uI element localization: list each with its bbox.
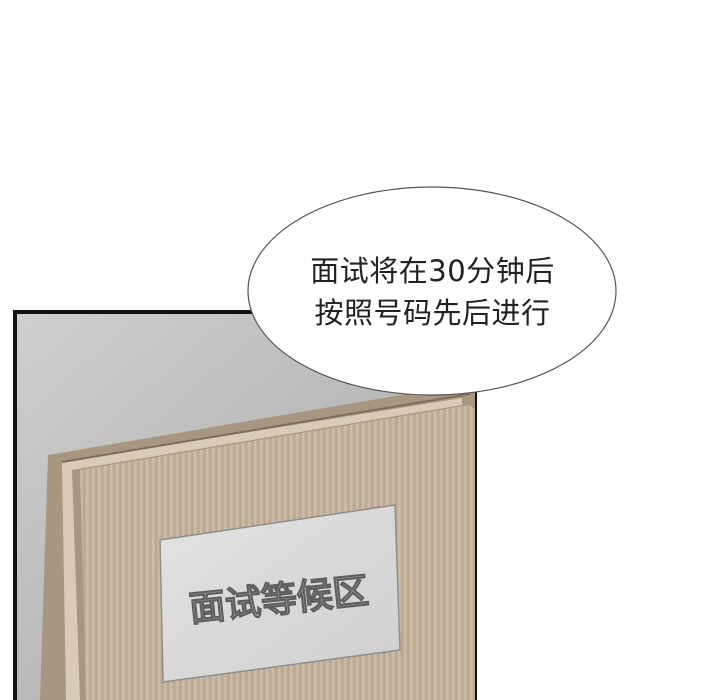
speech-bubble-line-2: 按照号码先后进行 — [314, 296, 551, 330]
speech-bubble-line-1: 面试将在30分钟后 — [310, 254, 555, 288]
door-sign-plate — [159, 504, 401, 683]
door-top-edge — [61, 393, 471, 463]
speech-bubble-text: 面试将在30分钟后 按照号码先后进行 — [250, 250, 615, 334]
speech-bubble — [247, 186, 617, 396]
